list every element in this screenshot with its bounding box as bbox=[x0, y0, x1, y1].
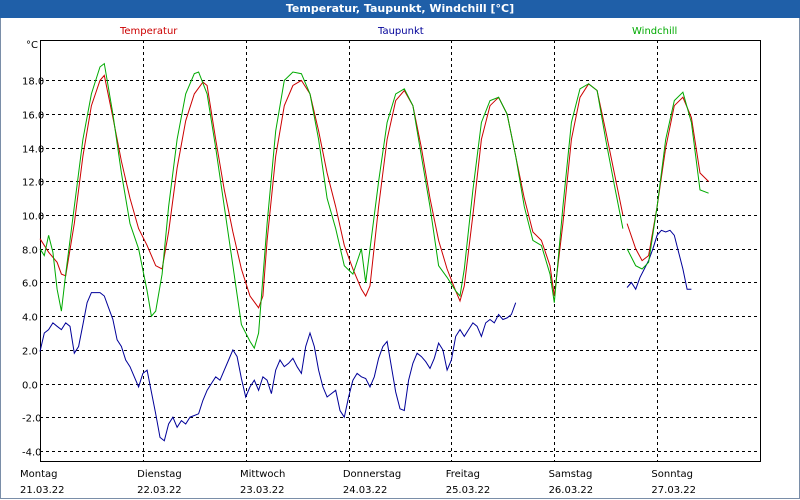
y-tick-label: 8.0 bbox=[22, 246, 38, 257]
y-tick-label: 18.0 bbox=[22, 77, 44, 88]
y-tick-label: 12.0 bbox=[22, 178, 44, 189]
y-tick-label: 0.0 bbox=[22, 381, 38, 392]
x-tick-day-label: Samstag bbox=[549, 469, 593, 480]
x-tick-date-label: 27.03.22 bbox=[651, 485, 696, 496]
x-tick-labels: Montag 21.03.22 Dienstag 22.03.22 Mittwoch 23… bbox=[20, 469, 696, 496]
y-tick-label: 14.0 bbox=[22, 145, 44, 156]
y-tick-label: 10.0 bbox=[22, 212, 44, 223]
series-line-windchill-segment-2 bbox=[626, 91, 709, 270]
x-tick-date-label: 22.03.22 bbox=[137, 485, 182, 496]
x-tick-day-label: Donnerstag bbox=[343, 469, 401, 480]
x-tick-day-label: Dienstag bbox=[137, 469, 182, 480]
series-line-temperatur-segment-2 bbox=[626, 96, 709, 262]
x-tick-date-label: 25.03.22 bbox=[446, 485, 491, 496]
y-tick-label: 16.0 bbox=[22, 111, 44, 122]
x-tick-day-label: Freitag bbox=[446, 469, 480, 480]
legend: Temperatur Taupunkt Windchill bbox=[119, 26, 677, 37]
x-tick-date-label: 24.03.22 bbox=[343, 485, 388, 496]
y-tick-labels: 18.0 16.0 14.0 12.0 10.0 8.0 6.0 4.0 2.0 0.0 -2.0 -… bbox=[22, 77, 44, 459]
x-tick-date-label: 21.03.22 bbox=[20, 485, 65, 496]
legend-windchill: Windchill bbox=[632, 26, 677, 37]
legend-taupunkt: Taupunkt bbox=[377, 26, 424, 37]
plot-area-border bbox=[40, 40, 761, 462]
y-tick-label: 6.0 bbox=[22, 279, 38, 290]
grid-lines bbox=[40, 40, 761, 461]
y-tick-label: 4.0 bbox=[22, 313, 38, 324]
x-tick-date-label: 23.03.22 bbox=[240, 485, 285, 496]
series-line-taupunkt bbox=[39, 292, 517, 442]
series-line-taupunkt-segment-2 bbox=[626, 229, 692, 291]
y-axis-unit-label: °C bbox=[26, 40, 38, 51]
series-line-windchill bbox=[39, 62, 624, 350]
y-tick-label: -4.0 bbox=[22, 448, 42, 459]
x-tick-day-label: Montag bbox=[20, 469, 57, 480]
y-tick-label: -2.0 bbox=[22, 414, 42, 425]
x-tick-day-label: Sonntag bbox=[651, 469, 693, 480]
y-tick-label: 2.0 bbox=[22, 347, 38, 358]
x-tick-day-label: Mittwoch bbox=[240, 469, 285, 480]
chart-title: Temperatur, Taupunkt, Windchill [°C] bbox=[0, 0, 800, 18]
x-tick-date-label: 26.03.22 bbox=[549, 485, 594, 496]
series-lines bbox=[39, 62, 709, 442]
series-line-temperatur bbox=[39, 74, 624, 309]
legend-temperatur: Temperatur bbox=[119, 26, 178, 37]
